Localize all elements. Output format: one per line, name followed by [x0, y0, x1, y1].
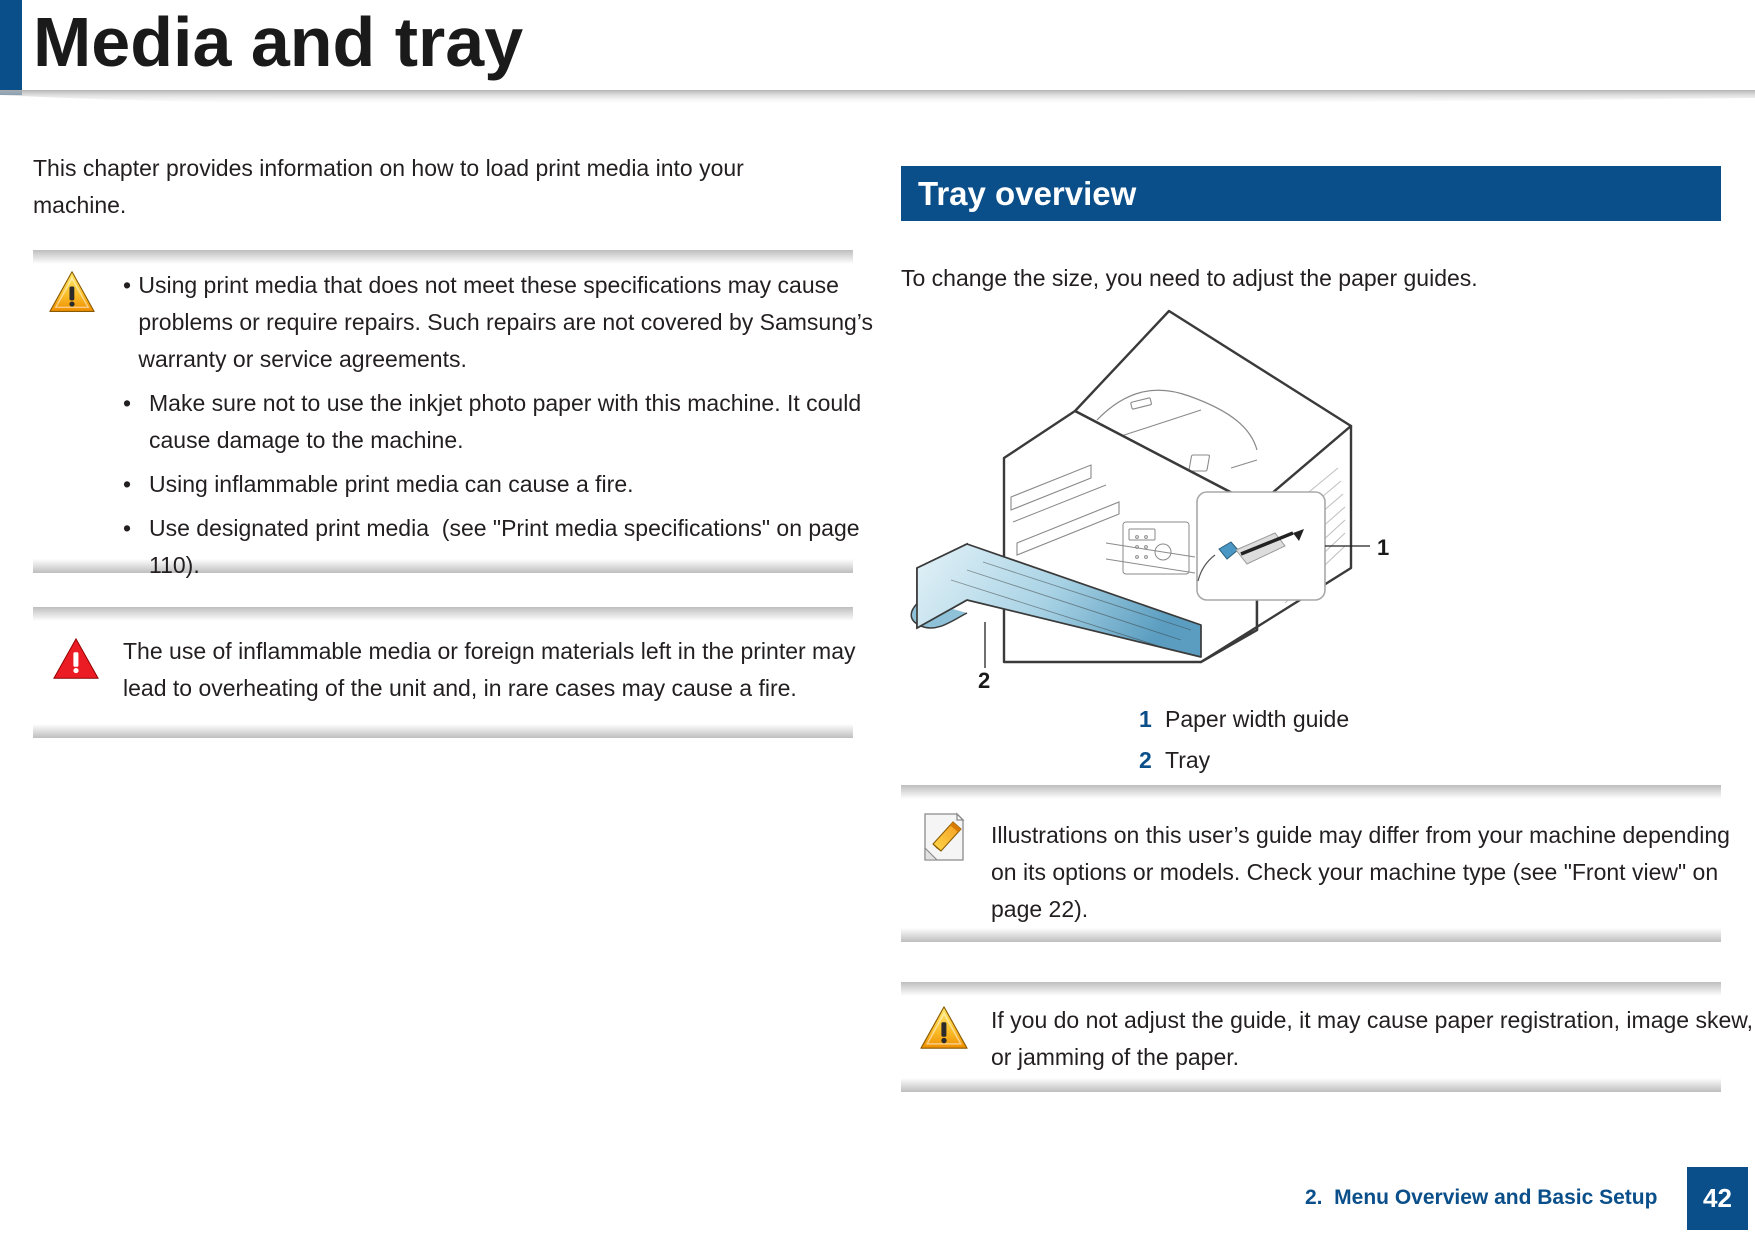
svg-text:2: 2 — [978, 668, 990, 693]
svg-text:1: 1 — [1377, 535, 1389, 560]
